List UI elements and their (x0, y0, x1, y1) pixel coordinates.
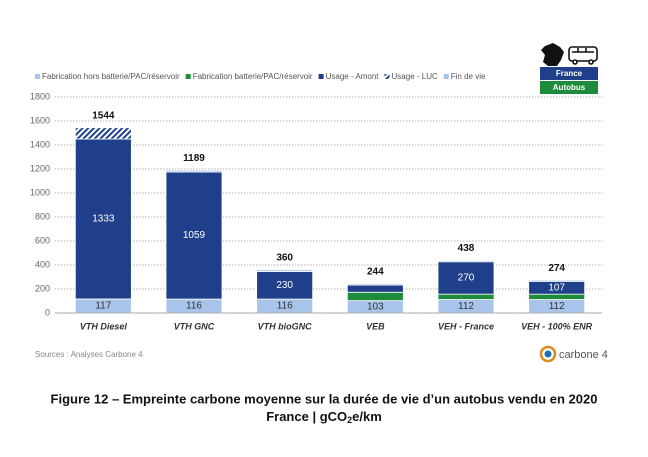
badge-box (540, 81, 598, 94)
data-label: 116 (186, 301, 202, 312)
bar-segment (346, 283, 404, 286)
legend-label: Usage - Amont (326, 72, 380, 81)
x-tick-label: VTH GNC (174, 321, 215, 331)
y-tick-label: 200 (35, 283, 50, 293)
legend-swatch (318, 74, 324, 79)
y-tick-label: 800 (35, 211, 50, 221)
legend-label: Usage - LUC (392, 72, 438, 81)
x-tick-label: VTH bioGNC (258, 321, 312, 331)
data-label: 1059 (183, 230, 206, 241)
logo-icon (539, 345, 557, 363)
x-tick-label: VEH - 100% ENR (521, 321, 593, 331)
bar-segment (74, 138, 132, 300)
bar-segment (437, 261, 495, 295)
legend-label: Fin de vie (451, 72, 486, 81)
legend-swatch (384, 74, 390, 79)
bar-segment (74, 127, 132, 140)
data-label: 112 (549, 301, 565, 312)
caption: Figure 12 – Empreinte carbone moyenne su… (51, 391, 598, 406)
source: Sources : Analyses Carbone 4 (35, 350, 143, 359)
total-label: 438 (458, 243, 475, 254)
y-tick-label: 1400 (30, 139, 50, 149)
data-label: 1333 (92, 214, 115, 225)
y-tick-label: 1600 (30, 115, 50, 125)
data-label: 270 (458, 273, 475, 284)
total-label: 274 (548, 263, 565, 274)
bus-icon (568, 46, 598, 65)
bar-segment (256, 271, 314, 300)
caption: France | gCO2e/km (266, 409, 382, 425)
data-label: 117 (95, 301, 111, 312)
legend-swatch (35, 74, 40, 79)
caption-part: France | gCO (266, 409, 347, 424)
total-label: 1189 (183, 153, 205, 164)
total-label: 360 (276, 252, 293, 263)
y-tick-label: 1800 (30, 91, 50, 101)
bar-segment (528, 279, 586, 282)
france-icon (541, 43, 564, 66)
legend-label: Fabrication batterie/PAC/réservoir (193, 72, 313, 81)
caption-part: e/km (352, 409, 382, 424)
bar-segment (346, 291, 404, 302)
bar-segment (437, 260, 495, 263)
caption-sub: 2 (347, 415, 352, 425)
bar-segment (346, 284, 404, 293)
data-label: 107 (548, 282, 565, 293)
bar-segment (256, 269, 314, 272)
x-tick-label: VEB (366, 321, 385, 331)
total-label: 1544 (92, 110, 115, 121)
data-label: 230 (276, 280, 293, 291)
legend-swatch (185, 74, 191, 79)
data-label: 116 (277, 301, 293, 312)
bar-segment (528, 293, 586, 300)
y-tick-label: 600 (35, 235, 50, 245)
y-tick-label: 0 (45, 307, 50, 317)
legend-label: Fabrication hors batterie/PAC/réservoir (42, 72, 180, 81)
badge-box (540, 67, 598, 80)
badge: France (556, 69, 583, 78)
legend-swatch (443, 74, 449, 79)
y-tick-label: 400 (35, 259, 50, 269)
data-label: 103 (367, 301, 384, 312)
total-label: 244 (367, 266, 384, 277)
bar-segment (165, 169, 223, 173)
y-tick-label: 1000 (30, 187, 50, 197)
data-label: 112 (458, 301, 474, 312)
x-tick-label: VTH Diesel (80, 321, 128, 331)
badge: Autobus (553, 83, 586, 92)
y-tick-label: 1200 (30, 163, 50, 173)
bar-segment (437, 293, 495, 300)
x-tick-label: VEH - France (438, 321, 494, 331)
logo-text: carbone 4 (559, 349, 608, 361)
